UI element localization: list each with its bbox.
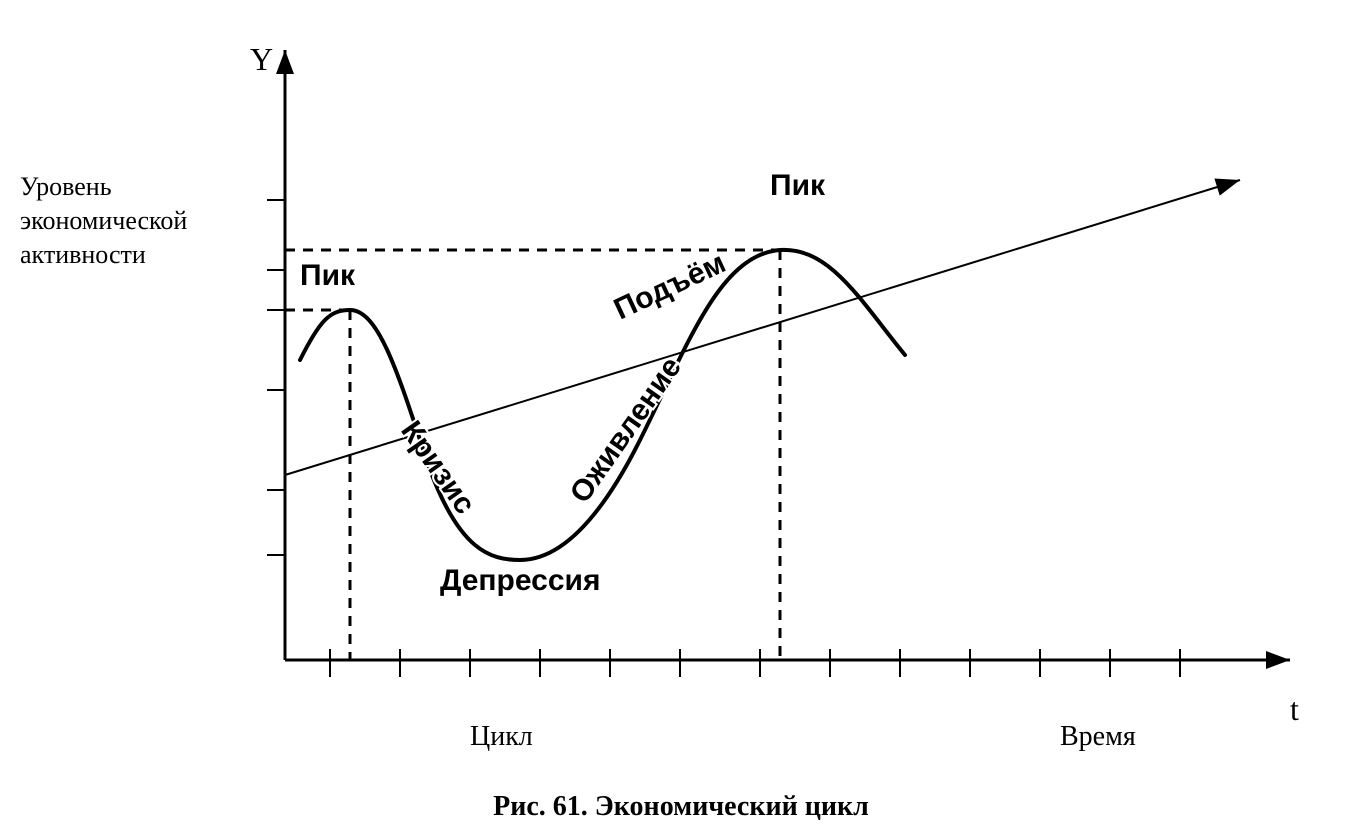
phase-label-2: Оживление [564, 351, 688, 509]
cycle-label: Цикл [470, 721, 533, 752]
phase-label-1: Депрессия [440, 564, 600, 597]
peak-label-0: Пик [300, 259, 356, 292]
peak-label-1: Пик [770, 169, 826, 202]
y-axis-side-label: Уровеньэкономическойактивности [20, 172, 187, 269]
cycle-curve [300, 250, 905, 560]
time-label: Время [1060, 721, 1136, 752]
figure-caption: Рис. 61. Экономический цикл [493, 791, 869, 822]
phase-label-0: Кризис [394, 415, 481, 520]
x-axis-label: t [1290, 691, 1299, 727]
phase-label-3: Подъём [609, 246, 731, 326]
y-axis-label: Y [250, 41, 273, 77]
